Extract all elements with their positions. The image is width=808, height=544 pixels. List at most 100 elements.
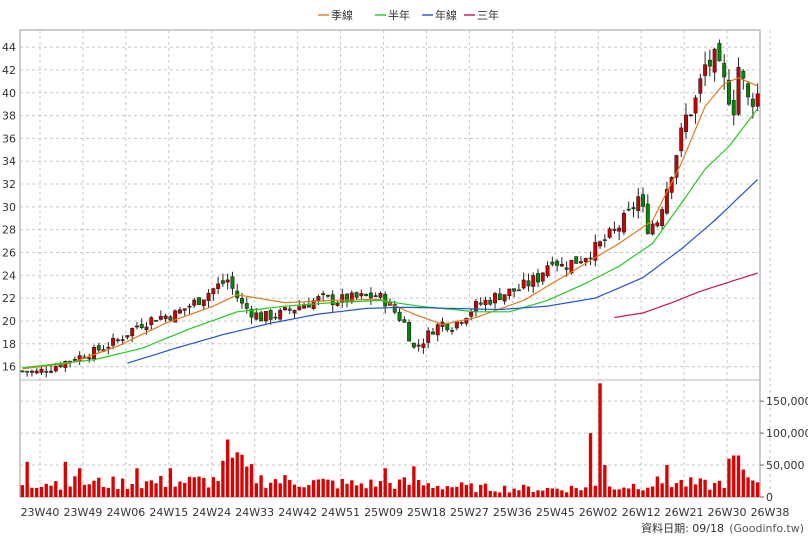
volume-bar [187,476,192,497]
candle-body [512,288,517,292]
candle-body [158,315,163,320]
candle-body [273,316,278,319]
volume-bar [732,455,736,497]
volume-bar [440,489,445,497]
candle-body [722,63,727,78]
candle-body [660,209,665,227]
candle-body [25,370,30,373]
candle-body [177,309,182,314]
legend-label: 半年 [388,8,410,22]
candle-body [664,188,669,214]
candle-body [559,263,564,267]
candle-body [220,280,225,284]
volume-tick-label: 50,000 [766,459,805,472]
volume-bar [627,488,631,497]
candle-body [192,299,197,306]
price-tick-label: 42 [2,64,16,77]
volume-bar [397,479,402,497]
candle-body [726,79,731,105]
moving-average-lines [22,77,759,370]
volume-bar [302,487,306,497]
candle-body [430,331,435,335]
price-tick-label: 38 [2,110,16,123]
volume-bar [421,485,426,497]
volume-bar [488,490,492,497]
candle-body [540,272,545,282]
volume-bar [130,483,134,497]
volume-bar [354,485,359,497]
price-tick-label: 36 [2,132,16,145]
volume-bar [82,484,87,497]
candle-body [574,256,579,264]
candle-body [531,275,536,287]
source-label: (Goodinfo.tw) [729,522,804,535]
volume-bar [412,466,416,497]
volume-bars [20,383,760,497]
volume-bar [259,475,263,497]
candle-body [684,114,688,133]
candle-body [717,43,722,62]
volume-bar [359,483,364,497]
volume-bar [283,475,287,497]
volume-bar [479,484,483,497]
volume-bar [526,486,531,497]
candle-body [526,280,531,287]
candle-body [34,370,39,374]
candle-body [354,292,359,298]
candle-body [473,301,478,312]
volume-bar [97,477,101,497]
candle-body [292,309,297,314]
volume-bar [670,487,674,497]
volume-bar [125,489,130,497]
candle-body [626,208,631,211]
candle-body [555,260,560,266]
x-tick-label: 24W51 [321,506,360,519]
volume-bar [340,478,344,497]
legend-label: 三年 [477,8,499,22]
x-tick-label: 24W15 [149,506,188,519]
volume-bar [660,483,664,497]
volume-bar [292,484,297,497]
volume-bar [288,480,292,497]
volume-bar [493,491,497,497]
volume-bar [78,468,82,497]
volume-bar [326,479,330,497]
plot-frame [19,29,761,498]
x-tick-label: 24W33 [235,506,274,519]
candle-body [731,100,736,116]
volume-bar [321,478,325,497]
grid [19,29,771,498]
volume-bar [311,480,316,497]
volume-bar [550,488,554,497]
volume-bar [617,489,621,497]
candle-body [578,261,583,264]
candle-body [115,339,120,342]
volume-bar [39,487,44,497]
volume-bar [569,485,574,497]
volume-bar [163,487,168,497]
volume-bar [44,483,48,497]
volume-bar [564,492,569,497]
candle-body [225,279,230,283]
x-tick-label: 23W49 [64,506,103,519]
volume-bar [216,480,220,497]
volume-bar [755,482,760,497]
candle-body [259,312,264,322]
candle-body [636,196,641,212]
candle-body [368,292,373,299]
candle-body [645,203,650,234]
candle-body [469,311,474,317]
volume-bar [335,488,340,497]
candle-body [182,308,187,311]
volume-bar [168,468,173,497]
volume-bar [249,464,254,497]
candle-body [397,311,402,321]
volume-bar [584,487,588,497]
candle-body [631,207,636,210]
candle-body [230,276,235,289]
volume-bar [378,481,383,497]
volume-bar [436,485,440,497]
candle-body [335,302,340,306]
candle-body [211,288,216,295]
